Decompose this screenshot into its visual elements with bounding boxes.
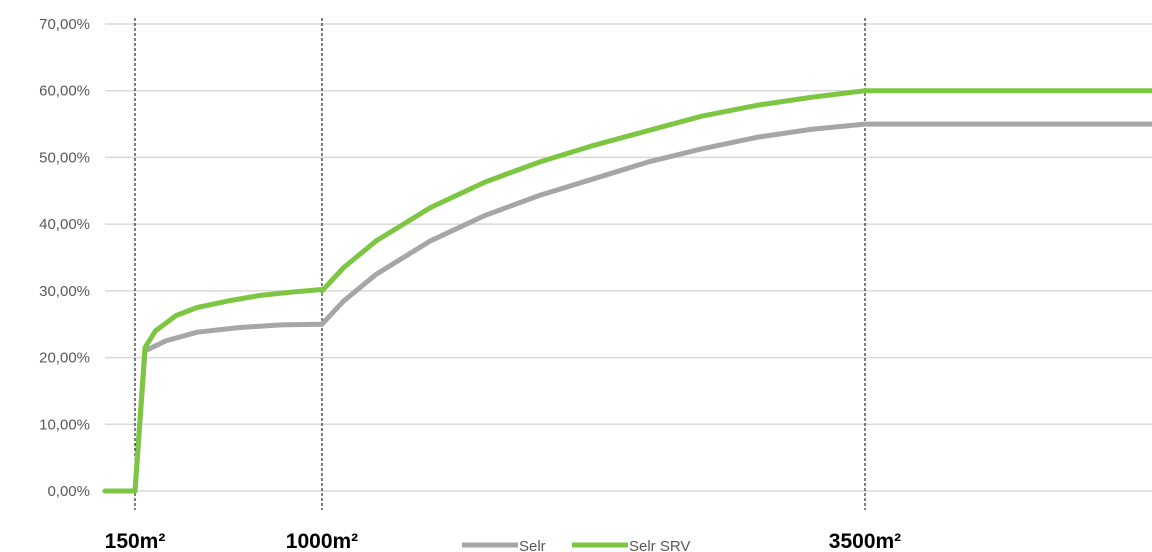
y-tick-label: 0,00% [47, 483, 90, 500]
y-tick-label: 40,00% [39, 216, 90, 233]
legend-label-selr: Selr [519, 538, 546, 552]
threshold-markers [134, 18, 866, 510]
y-tick-label: 20,00% [39, 350, 90, 367]
y-tick-label: 60,00% [39, 83, 90, 100]
legend-label-selr-srv: Selr SRV [629, 538, 690, 552]
y-tick-label: 70,00% [39, 16, 90, 33]
x-tick-label: 1000m² [286, 530, 358, 552]
y-axis-ticks: 0,00% 10,00% 20,00% 30,00% 40,00% 50,00% 60,00… [39, 16, 90, 500]
series-lines [102, 88, 1152, 494]
y-tick-label: 10,00% [39, 416, 90, 433]
series-line-selr [102, 121, 1152, 494]
y-tick-label: 30,00% [39, 283, 90, 300]
y-tick-label: 50,00% [39, 149, 90, 166]
grid-lines [105, 23, 1152, 492]
x-tick-label: 150m² [105, 530, 166, 552]
x-axis-ticks: 150m² 1000m² 3500m² [105, 530, 902, 552]
legend: Selr Selr SRV [462, 538, 690, 552]
x-tick-label: 3500m² [829, 530, 901, 552]
series-line-selr-srv [102, 88, 1152, 494]
